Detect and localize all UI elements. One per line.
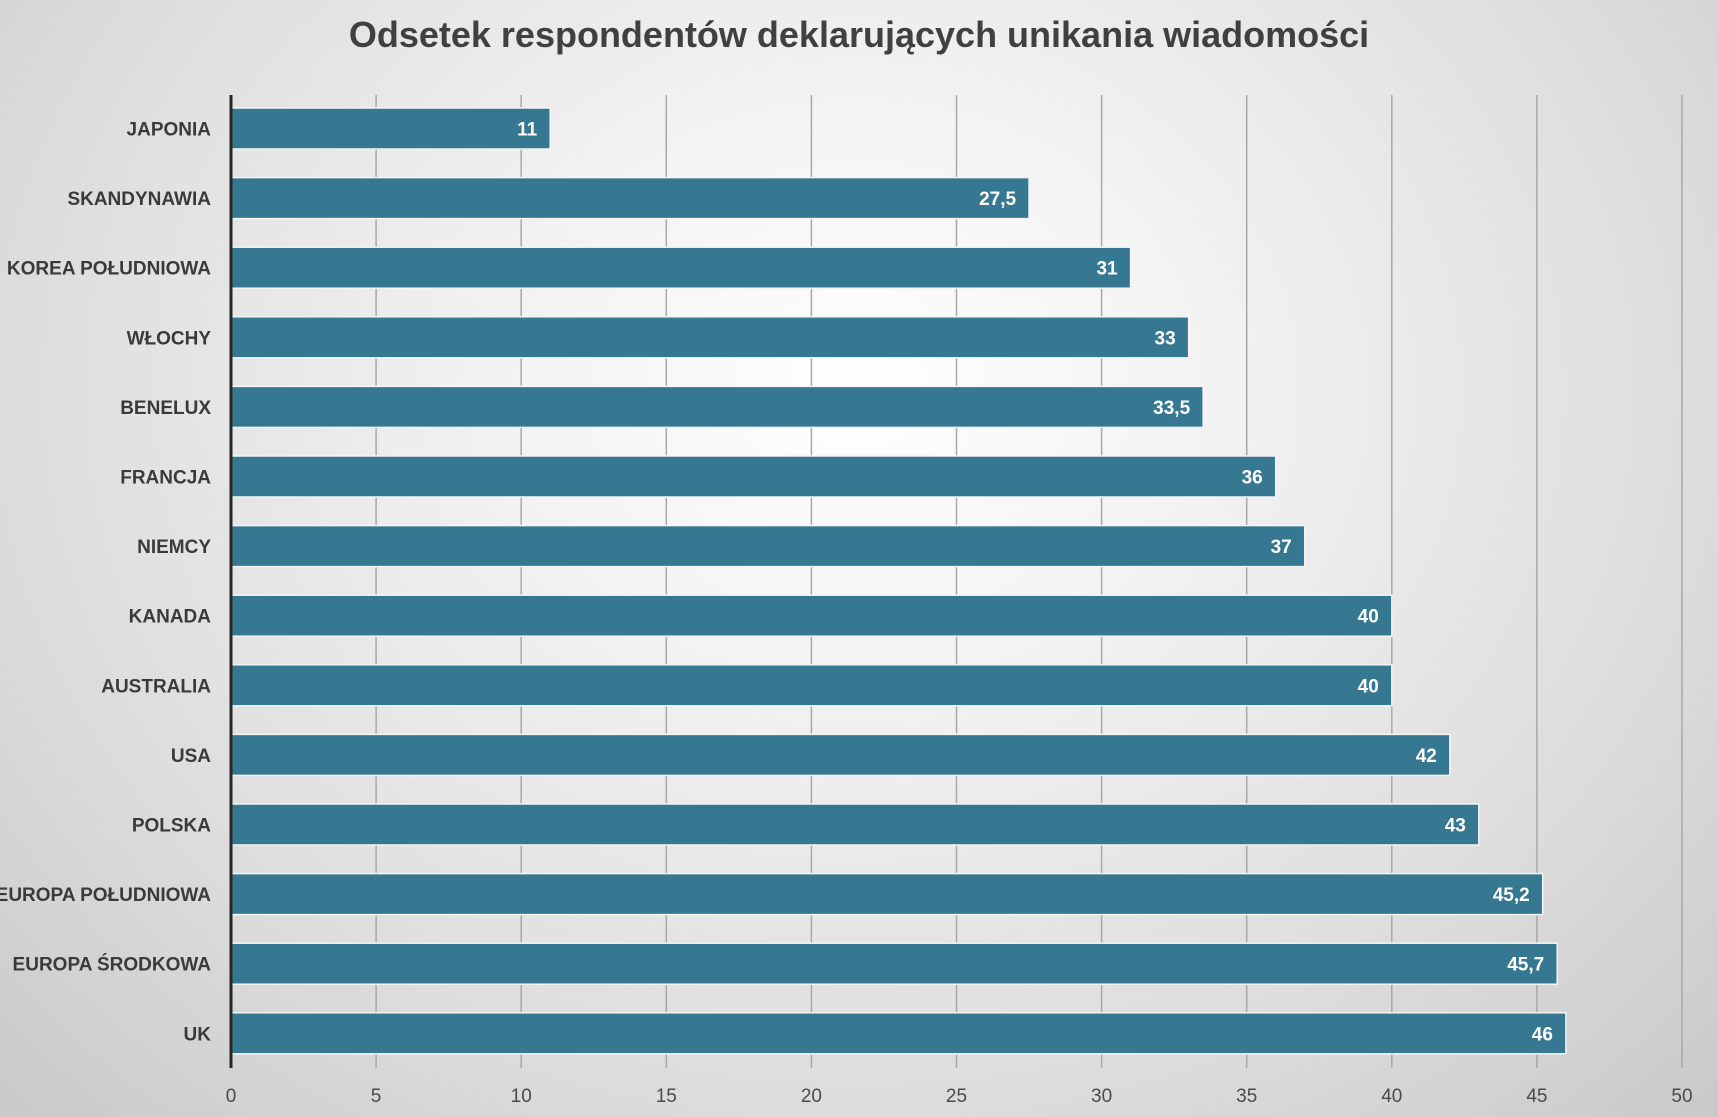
category-label: AUSTRALIA [101, 676, 211, 697]
x-tick-label: 5 [371, 1086, 382, 1107]
value-label: 37 [1271, 537, 1292, 558]
category-labels: JAPONIA SKANDYNAWIA KOREA POŁUDNIOWA WŁOCHY… [0, 120, 211, 1046]
category-label: KOREA POŁUDNIOWA [7, 259, 211, 280]
bar-6 [230, 455, 1277, 498]
bar-1 [230, 107, 551, 150]
x-tick-label: 50 [1671, 1086, 1692, 1107]
category-label: EUROPA POŁUDNIOWA [0, 885, 211, 906]
bar-13 [230, 942, 1558, 985]
category-label: FRANCJA [120, 468, 211, 489]
x-tick-label: 30 [1091, 1086, 1112, 1107]
value-label: 45,7 [1507, 955, 1544, 976]
value-label: 42 [1416, 746, 1437, 767]
value-label: 36 [1242, 468, 1263, 489]
category-label: POLSKA [132, 816, 211, 837]
bar-4 [230, 316, 1190, 359]
bar-3 [230, 246, 1132, 289]
chart-title: Odsetek respondentów deklarujących unika… [348, 14, 1370, 55]
value-label: 31 [1096, 259, 1118, 280]
bar-8 [230, 594, 1393, 637]
value-label: 33,5 [1153, 398, 1190, 419]
value-label: 43 [1445, 816, 1466, 837]
value-label: 40 [1358, 676, 1379, 697]
bar-5 [230, 385, 1204, 429]
category-label: USA [171, 746, 211, 767]
bar-12 [230, 872, 1544, 916]
x-tick-label: 10 [511, 1086, 532, 1107]
x-tick-label: 15 [656, 1086, 677, 1107]
x-tick-labels: 0 5 10 15 20 25 30 35 40 45 50 [226, 1086, 1693, 1107]
value-label: 33 [1155, 328, 1176, 349]
bar-2 [230, 176, 1030, 220]
gridlines [375, 95, 1683, 1068]
category-label: JAPONIA [127, 120, 212, 141]
x-tick-label: 20 [801, 1086, 822, 1107]
category-label: NIEMCY [137, 537, 211, 558]
value-label: 40 [1358, 607, 1379, 628]
category-label: SKANDYNAWIA [67, 189, 211, 210]
value-labels: 11 27,5 31 33 33,5 36 37 40 40 42 43 45,2 45,7 46 [517, 120, 1553, 1046]
category-label: UK [184, 1024, 212, 1045]
bars [230, 107, 1567, 1055]
x-tick-label: 0 [226, 1086, 237, 1107]
category-label: EUROPA ŚRODKOWA [13, 954, 212, 976]
bar-9 [230, 664, 1393, 707]
value-label: 27,5 [979, 189, 1016, 210]
x-tick-label: 35 [1236, 1086, 1257, 1107]
bar-14 [230, 1012, 1567, 1055]
category-label: BENELUX [120, 398, 211, 419]
value-label: 45,2 [1493, 885, 1530, 906]
value-label: 11 [517, 120, 538, 141]
x-tick-label: 25 [946, 1086, 967, 1107]
category-label: WŁOCHY [127, 328, 212, 349]
bar-7 [230, 524, 1306, 568]
bar-10 [230, 733, 1451, 777]
value-label: 46 [1532, 1024, 1553, 1045]
bar-11 [230, 803, 1480, 846]
x-tick-label: 40 [1381, 1086, 1402, 1107]
category-label: KANADA [129, 607, 212, 628]
x-tick-label: 45 [1526, 1086, 1547, 1107]
